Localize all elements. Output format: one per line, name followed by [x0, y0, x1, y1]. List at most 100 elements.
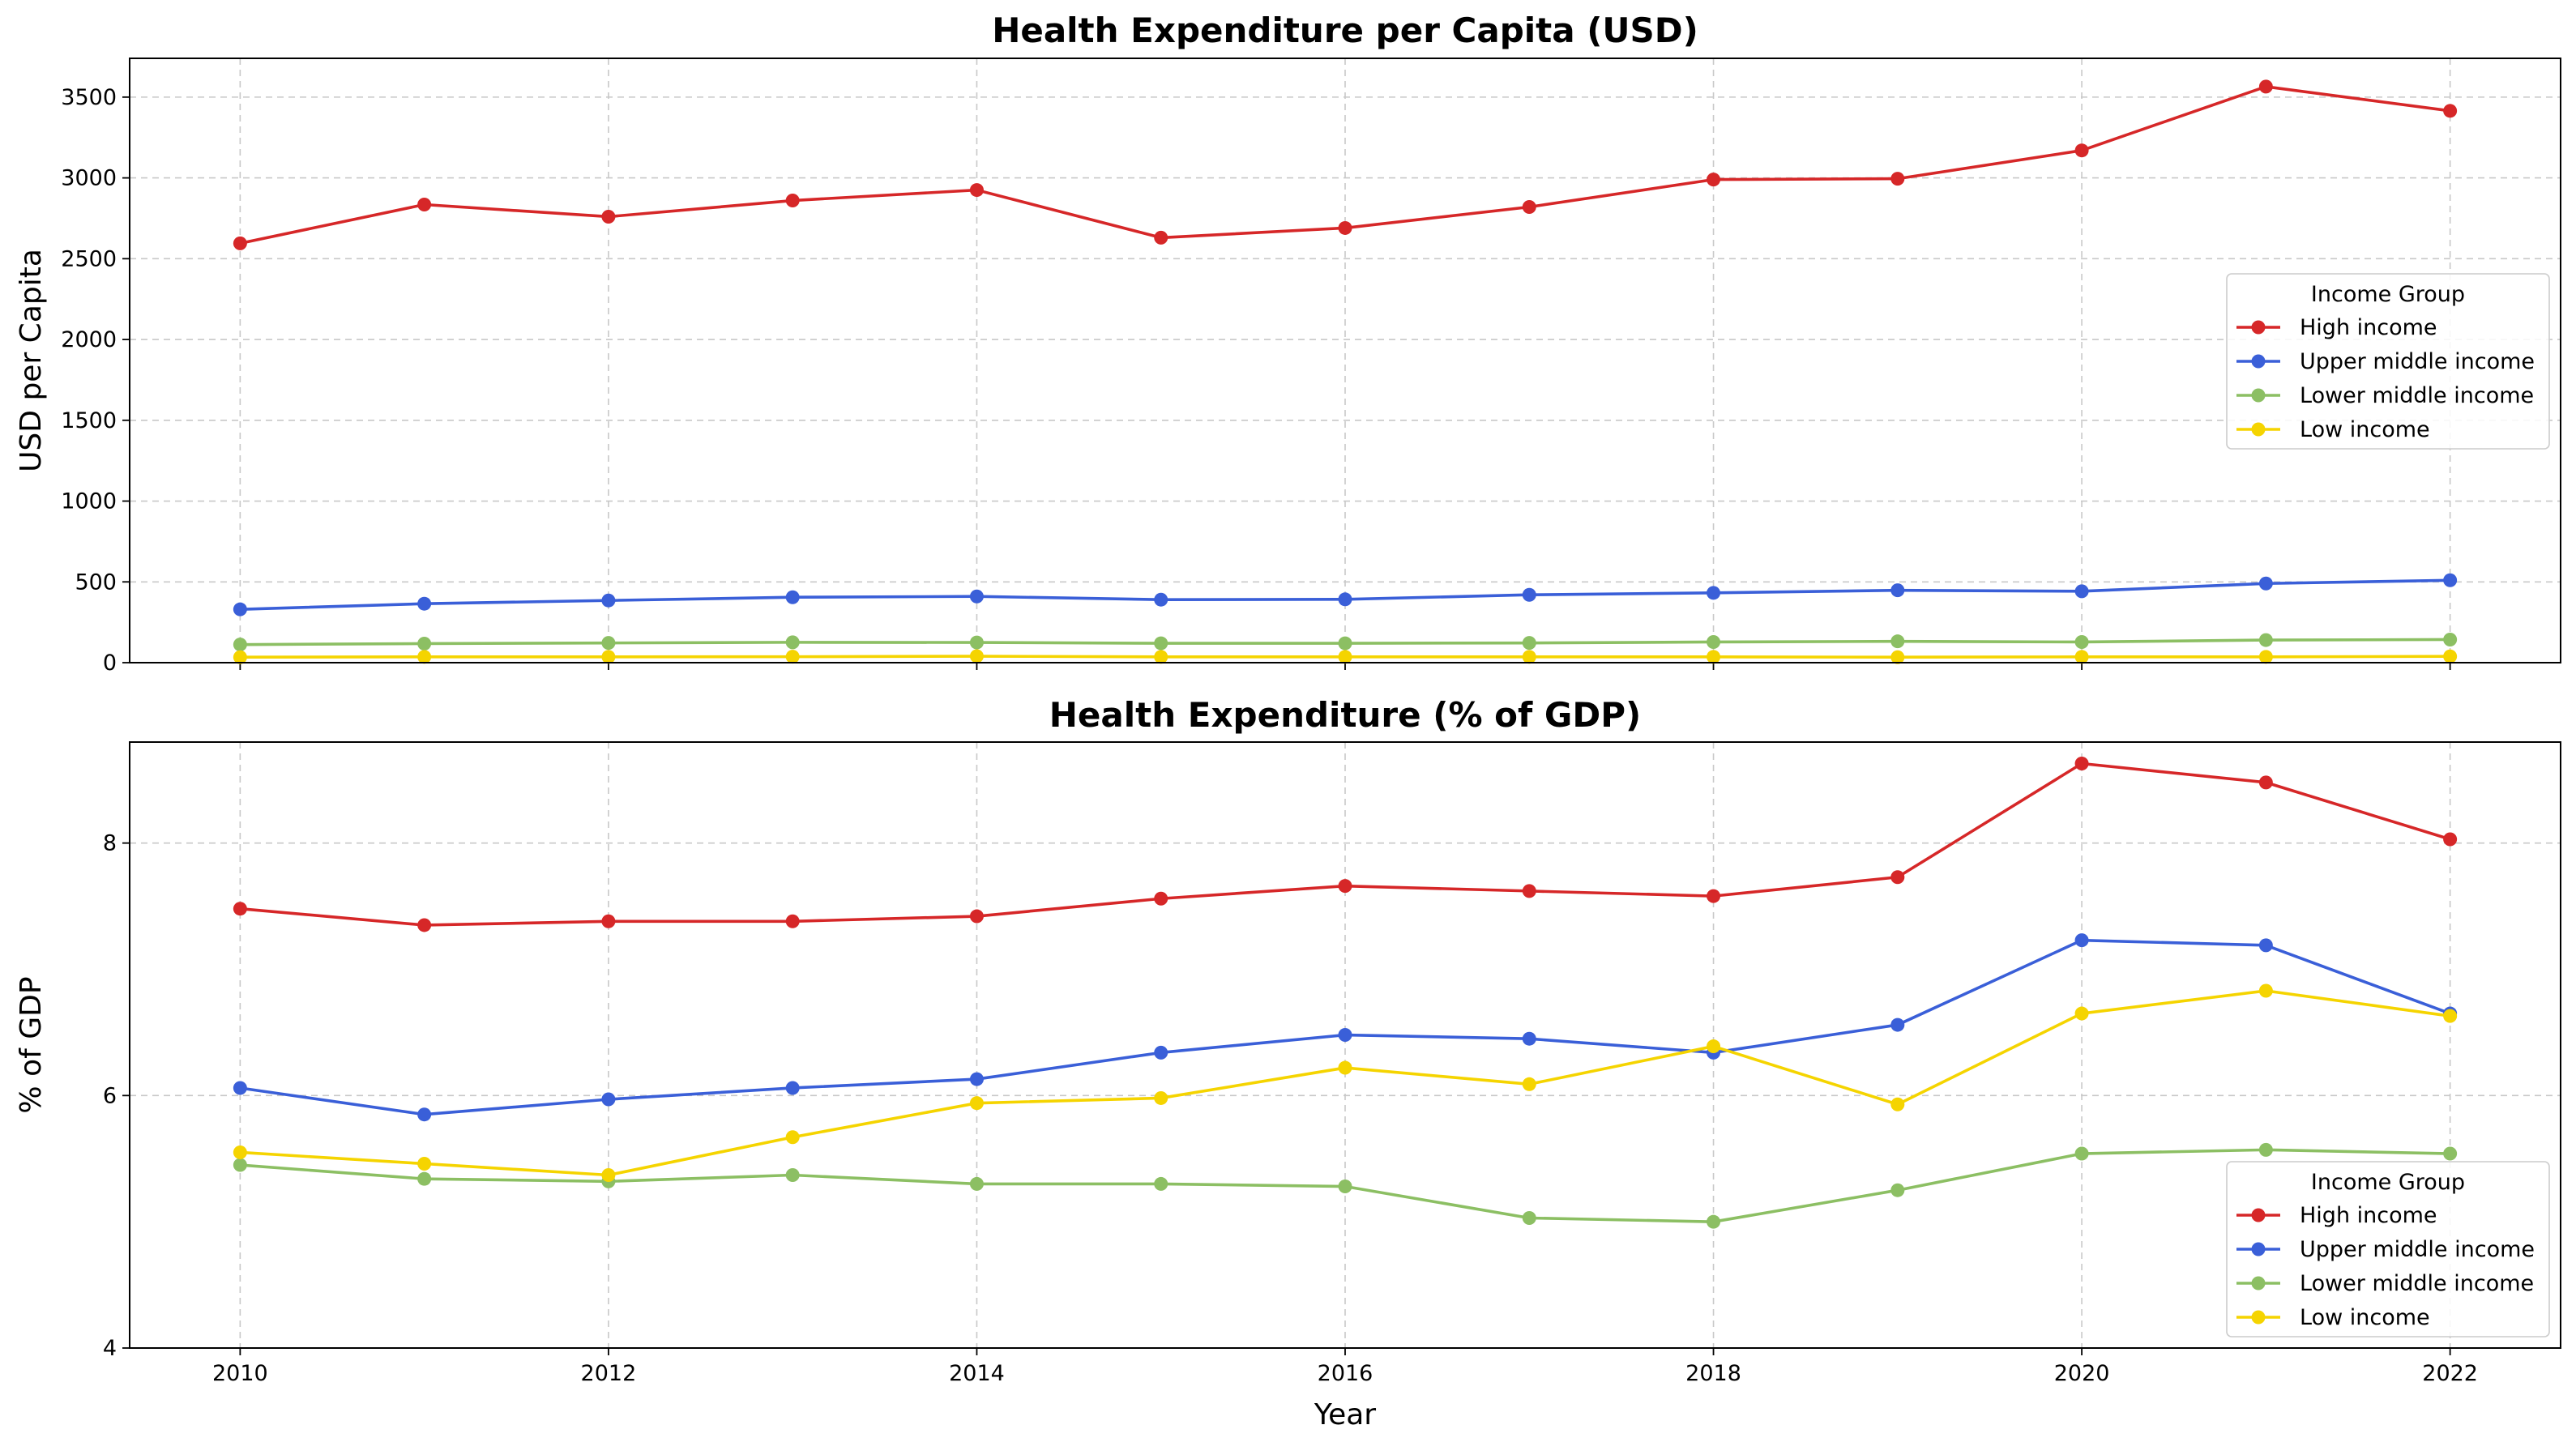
data-point	[1522, 884, 1536, 898]
legend-label: Upper middle income	[2300, 1237, 2535, 1262]
data-point	[969, 909, 984, 924]
data-point	[1522, 636, 1536, 651]
data-point	[233, 1145, 247, 1159]
data-point	[417, 596, 432, 611]
data-point	[2258, 79, 2273, 94]
legend-label: Lower middle income	[2300, 383, 2534, 408]
data-point	[785, 590, 800, 604]
data-point	[2443, 1009, 2458, 1023]
data-point	[1890, 1097, 1905, 1111]
legend-swatch-marker	[2251, 1208, 2266, 1222]
series-high-income	[233, 79, 2458, 250]
data-point	[233, 1158, 247, 1172]
data-point	[1338, 636, 1352, 651]
chart-panel-1: Health Expenditure per Capita (USD) 0 500 1…	[15, 11, 2561, 676]
data-point	[969, 1072, 984, 1086]
data-point	[2074, 650, 2089, 664]
x-tick-label: 2022	[2422, 1361, 2478, 1386]
data-point	[601, 650, 616, 664]
data-point	[1890, 634, 1905, 649]
legend-box	[2226, 273, 2550, 450]
x-tick-label: 2018	[1685, 1361, 1741, 1386]
series-low-income	[233, 983, 2458, 1183]
data-point	[1707, 650, 1721, 664]
data-point	[233, 236, 247, 250]
data-point	[1522, 587, 1536, 602]
data-point	[1707, 586, 1721, 600]
legend: Income Group High income Upper middle inco…	[2226, 273, 2550, 450]
plot-frame	[129, 58, 2561, 663]
data-point	[601, 209, 616, 224]
data-point	[1154, 636, 1168, 651]
data-point	[785, 1168, 800, 1183]
data-point	[785, 914, 800, 928]
data-point	[601, 593, 616, 608]
legend-swatch-marker	[2251, 1242, 2266, 1256]
data-point	[233, 902, 247, 916]
x-tick-label: 2010	[212, 1361, 268, 1386]
plot-frame	[129, 741, 2561, 1349]
data-point	[1707, 634, 1721, 649]
data-point	[969, 649, 984, 663]
data-point	[417, 1156, 432, 1171]
data-point	[1154, 592, 1168, 607]
data-point	[2443, 1146, 2458, 1161]
data-point	[1338, 1028, 1352, 1043]
y-tick-label: 2500	[61, 246, 117, 271]
data-point	[969, 635, 984, 650]
legend-label: High income	[2300, 1203, 2437, 1228]
legend-swatch-marker	[2251, 354, 2266, 369]
data-point	[417, 1107, 432, 1122]
y-tick-label: 1000	[61, 489, 117, 514]
legend-swatch-marker	[2251, 1276, 2266, 1291]
data-point	[233, 650, 247, 664]
data-point	[1338, 650, 1352, 664]
data-point	[1522, 1031, 1536, 1046]
data-point	[2258, 983, 2273, 998]
data-point	[601, 1168, 616, 1183]
data-point	[2258, 650, 2273, 664]
data-point	[785, 650, 800, 664]
data-point	[785, 635, 800, 650]
data-point	[2074, 1006, 2089, 1021]
data-point	[1890, 870, 1905, 885]
data-point	[785, 1081, 800, 1095]
data-point	[2258, 938, 2273, 953]
data-point	[1890, 650, 1905, 664]
data-point	[2074, 933, 2089, 948]
series-low-income	[233, 649, 2458, 664]
data-point	[2074, 756, 2089, 770]
legend-label: High income	[2300, 315, 2437, 340]
data-point	[1154, 230, 1168, 245]
data-point	[2074, 143, 2089, 158]
legend-box	[2226, 1161, 2550, 1337]
data-point	[233, 602, 247, 616]
data-point	[969, 1176, 984, 1191]
data-point	[1890, 172, 1905, 186]
y-tick-label: 1500	[61, 408, 117, 433]
data-point	[2258, 633, 2273, 647]
data-point	[1707, 1214, 1721, 1229]
data-point	[601, 1092, 616, 1107]
data-point	[1522, 1210, 1536, 1225]
data-point	[417, 1171, 432, 1186]
y-tick-label: 4	[103, 1336, 117, 1361]
data-point	[1522, 1077, 1536, 1091]
legend-title: Income Group	[2311, 282, 2465, 307]
data-point	[2443, 104, 2458, 118]
legend-label: Lower middle income	[2300, 1271, 2534, 1296]
y-tick-label: 8	[103, 831, 117, 856]
data-point	[417, 918, 432, 932]
data-point	[1522, 650, 1536, 664]
series-lower-middle-income	[233, 632, 2458, 652]
data-point	[2443, 832, 2458, 847]
data-point	[2258, 576, 2273, 591]
series-high-income	[233, 756, 2458, 932]
data-point	[2258, 1142, 2273, 1157]
y-tick-label: 3000	[61, 166, 117, 191]
data-point	[1890, 1018, 1905, 1032]
data-point	[601, 636, 616, 651]
data-point	[1890, 1183, 1905, 1197]
x-tick-label: 2020	[2054, 1361, 2110, 1386]
